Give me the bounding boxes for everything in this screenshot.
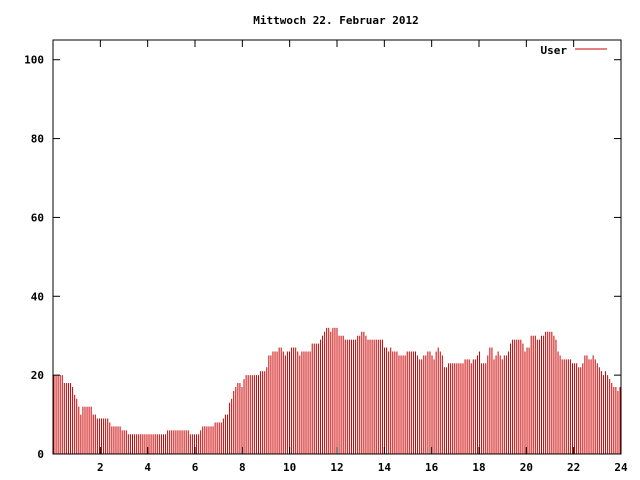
legend-label-user: User: [541, 44, 568, 57]
bars-group: [53, 327, 621, 454]
y-tick-label: 80: [31, 133, 44, 146]
x-tick-label: 4: [144, 461, 151, 474]
x-tick-label: 16: [425, 461, 439, 474]
x-tick-label: 10: [283, 461, 296, 474]
legend: User: [541, 44, 607, 57]
x-tick-label: 8: [239, 461, 246, 474]
x-tick-label: 6: [192, 461, 199, 474]
x-tick-label: 24: [614, 461, 628, 474]
x-tick-label: 12: [330, 461, 343, 474]
x-tick-label: 22: [567, 461, 580, 474]
x-tick-label: 20: [520, 461, 533, 474]
x-tick-label: 14: [378, 461, 392, 474]
chart-title: Mittwoch 22. Februar 2012: [253, 14, 419, 27]
y-tick-label: 40: [31, 290, 44, 303]
y-tick-label: 20: [31, 369, 44, 382]
y-axis: 0 20 40 60 80 100: [24, 54, 621, 461]
y-tick-label: 0: [37, 448, 44, 461]
x-tick-label: 18: [472, 461, 485, 474]
x-axis: 2 4 6 8 10 12 14 16 18 20 22 24: [97, 40, 628, 474]
y-tick-label: 100: [24, 54, 44, 67]
x-tick-label: 2: [97, 461, 104, 474]
y-tick-label: 60: [31, 211, 44, 224]
